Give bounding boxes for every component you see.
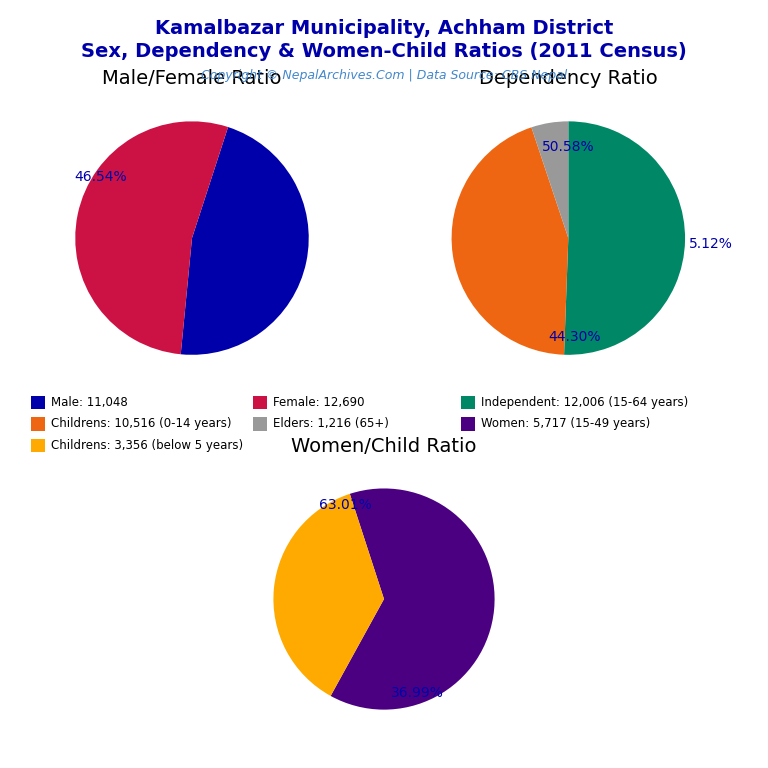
Wedge shape bbox=[452, 127, 568, 355]
Title: Women/Child Ratio: Women/Child Ratio bbox=[291, 438, 477, 456]
Text: 5.12%: 5.12% bbox=[689, 237, 733, 251]
Text: Independent: 12,006 (15-64 years): Independent: 12,006 (15-64 years) bbox=[481, 396, 688, 409]
Wedge shape bbox=[75, 121, 228, 354]
Wedge shape bbox=[564, 121, 685, 355]
Text: Childrens: 3,356 (below 5 years): Childrens: 3,356 (below 5 years) bbox=[51, 439, 243, 452]
Title: Male/Female Ratio: Male/Female Ratio bbox=[102, 69, 282, 88]
Text: Kamalbazar Municipality, Achham District: Kamalbazar Municipality, Achham District bbox=[155, 19, 613, 38]
Text: 63.01%: 63.01% bbox=[319, 498, 372, 512]
Text: 44.30%: 44.30% bbox=[548, 330, 601, 344]
Text: Female: 12,690: Female: 12,690 bbox=[273, 396, 365, 409]
Text: Sex, Dependency & Women-Child Ratios (2011 Census): Sex, Dependency & Women-Child Ratios (20… bbox=[81, 42, 687, 61]
Text: 53.46%: 53.46% bbox=[227, 303, 279, 317]
Text: 36.99%: 36.99% bbox=[391, 686, 444, 700]
Wedge shape bbox=[180, 127, 309, 355]
Text: Childrens: 10,516 (0-14 years): Childrens: 10,516 (0-14 years) bbox=[51, 418, 231, 430]
Text: 50.58%: 50.58% bbox=[542, 140, 594, 154]
Text: Elders: 1,216 (65+): Elders: 1,216 (65+) bbox=[273, 418, 389, 430]
Wedge shape bbox=[331, 488, 495, 710]
Wedge shape bbox=[531, 121, 568, 238]
Title: Dependency Ratio: Dependency Ratio bbox=[479, 69, 657, 88]
Text: 46.54%: 46.54% bbox=[74, 170, 127, 184]
Text: Women: 5,717 (15-49 years): Women: 5,717 (15-49 years) bbox=[481, 418, 650, 430]
Text: Copyright © NepalArchives.Com | Data Source: CBS Nepal: Copyright © NepalArchives.Com | Data Sou… bbox=[201, 69, 567, 82]
Wedge shape bbox=[273, 494, 384, 696]
Text: Male: 11,048: Male: 11,048 bbox=[51, 396, 127, 409]
